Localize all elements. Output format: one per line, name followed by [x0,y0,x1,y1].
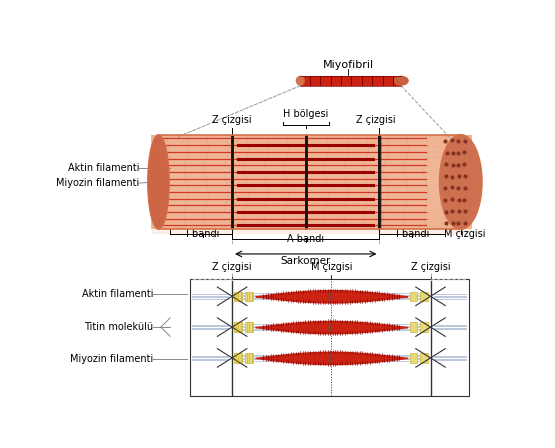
Bar [152,199,471,204]
Text: Miyofibril: Miyofibril [323,60,374,70]
Bar [421,292,428,301]
Bar [152,155,471,159]
Bar [245,353,253,362]
Bar [152,214,471,219]
Ellipse shape [148,134,169,229]
Text: A bandı: A bandı [287,234,324,244]
Bar [152,194,471,199]
Text: H bölgesi: H bölgesi [283,109,329,119]
Bar [410,323,417,332]
Bar [189,280,468,396]
Bar [152,169,471,174]
Text: I bandı: I bandı [186,229,220,239]
Text: M çizgisi: M çizgisi [311,262,352,271]
Bar [410,353,417,362]
Text: Z çizgisi: Z çizgisi [356,115,395,125]
Text: Miyozin filamenti: Miyozin filamenti [70,354,153,365]
Bar [152,174,471,179]
Text: Z çizgisi: Z çizgisi [411,262,450,271]
Bar [421,353,428,362]
Text: Sarkomer: Sarkomer [281,256,331,266]
Bar [234,323,242,332]
Ellipse shape [440,134,482,229]
Bar [152,180,471,184]
Bar [152,190,471,194]
Bar [234,353,242,362]
Bar [152,159,471,164]
Text: Z çizgisi: Z çizgisi [213,262,252,271]
Bar [245,292,253,301]
Bar [152,204,471,209]
Bar [152,229,471,234]
Text: Aktin filamenti: Aktin filamenti [68,163,139,173]
Bar [410,292,417,301]
Bar [152,140,471,144]
Text: I bandı: I bandı [396,229,429,239]
Bar [245,323,253,332]
Bar [152,145,471,149]
Text: Z çizgisi: Z çizgisi [213,115,252,125]
Bar [152,224,471,229]
Text: Titin molekülü: Titin molekülü [84,322,153,332]
Bar [151,134,472,229]
Text: Miyozin filamenti: Miyozin filamenti [56,178,139,188]
Bar [152,185,471,189]
Bar [234,292,242,301]
Text: Aktin filamenti: Aktin filamenti [82,289,153,299]
Ellipse shape [393,76,409,86]
Bar [152,164,471,169]
Bar [152,150,471,154]
Bar [300,76,401,86]
Bar [152,134,471,139]
Ellipse shape [296,76,305,86]
Bar [152,209,471,214]
Bar [152,220,471,224]
Text: M çizgisi: M çizgisi [444,229,486,239]
Bar [421,323,428,332]
